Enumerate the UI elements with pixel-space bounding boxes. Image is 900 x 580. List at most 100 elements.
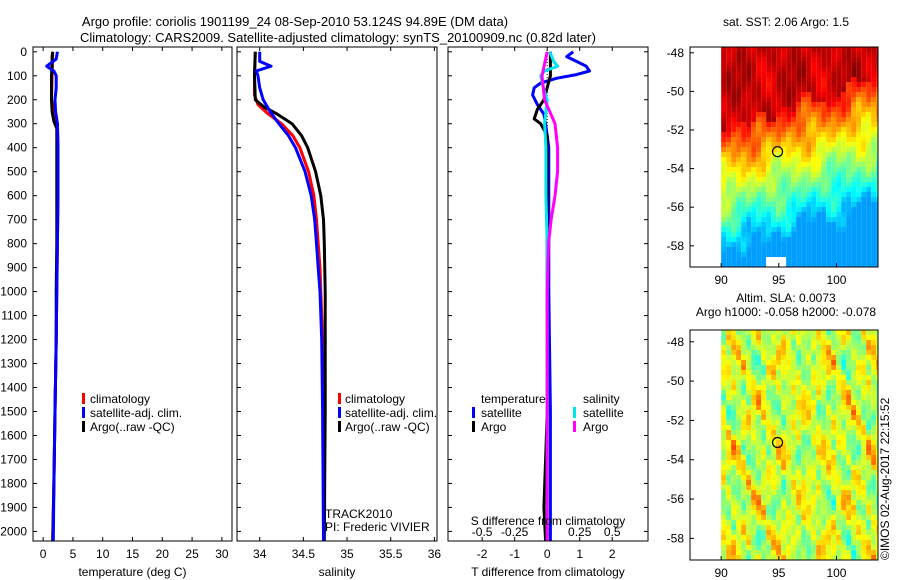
map-cell <box>816 510 822 515</box>
map-cell <box>766 107 772 112</box>
map-cell <box>836 252 842 257</box>
map-cell <box>806 137 812 142</box>
map-cell <box>836 455 842 460</box>
map-cell <box>856 385 862 390</box>
map-cell <box>826 455 832 460</box>
map-cell <box>876 92 878 97</box>
map-cell <box>731 137 737 142</box>
map-cell <box>836 132 842 137</box>
y-tick-label: 400 <box>7 141 27 155</box>
map-cell <box>756 495 762 500</box>
map-cell <box>761 67 767 72</box>
map-cell <box>871 107 877 112</box>
map-cell <box>806 212 812 217</box>
map-cell <box>761 252 767 257</box>
map-cell <box>776 430 782 435</box>
map-cell <box>846 137 852 142</box>
map-cell <box>771 247 777 252</box>
map-cell <box>816 460 822 465</box>
map-cell <box>841 157 847 162</box>
map-cell <box>821 212 827 217</box>
map-cell <box>826 207 832 212</box>
map-cell <box>811 122 817 127</box>
map-cell <box>746 157 752 162</box>
map-cell <box>721 365 727 370</box>
map-cell <box>801 112 807 117</box>
map-cell <box>831 410 837 415</box>
map-cell <box>851 465 857 470</box>
map-cell <box>731 162 737 167</box>
map-cell <box>826 445 832 450</box>
map-cell <box>826 157 832 162</box>
map-cell <box>856 67 862 72</box>
map-cell <box>771 510 777 515</box>
map-cell <box>731 375 737 380</box>
legend-title-salinity: salinity <box>583 392 620 406</box>
map-cell <box>831 455 837 460</box>
map-cell <box>736 450 742 455</box>
map-cell <box>866 445 872 450</box>
map-cell <box>746 460 752 465</box>
map-cell <box>771 360 777 365</box>
map-cell <box>791 540 797 545</box>
map-cell <box>856 172 862 177</box>
map-cell <box>766 345 772 350</box>
map-cell <box>811 470 817 475</box>
map-cell <box>876 530 878 535</box>
map-cell <box>861 445 867 450</box>
map-cell <box>876 72 878 77</box>
map-cell <box>731 142 737 147</box>
map-cell <box>736 212 742 217</box>
map-cell <box>821 460 827 465</box>
map-cell <box>721 360 727 365</box>
map-cell <box>866 52 872 57</box>
map-cell <box>816 410 822 415</box>
map-cell <box>771 87 777 92</box>
map-cell <box>841 460 847 465</box>
map-cell <box>761 360 767 365</box>
map-cell <box>791 425 797 430</box>
map-cell <box>831 335 837 340</box>
map-cell <box>851 222 857 227</box>
map-cell <box>721 540 727 545</box>
map-cell <box>871 167 877 172</box>
map-cell <box>756 117 762 122</box>
map-cell <box>806 475 812 480</box>
map-cell <box>751 192 757 197</box>
map-cell <box>756 455 762 460</box>
map-cell <box>846 147 852 152</box>
map-cell <box>751 137 757 142</box>
map-cell <box>771 117 777 122</box>
map-cell <box>781 197 787 202</box>
map-cell <box>726 520 732 525</box>
map-cell <box>811 370 817 375</box>
map-cell <box>796 82 802 87</box>
map-cell <box>836 430 842 435</box>
map-cell <box>746 420 752 425</box>
map-cell <box>831 97 837 102</box>
map-cell <box>741 232 747 237</box>
map-cell <box>791 405 797 410</box>
map-cell <box>856 147 862 152</box>
map-cell <box>741 127 747 132</box>
map-cell <box>741 157 747 162</box>
map-cell <box>746 197 752 202</box>
map-cell <box>821 262 827 267</box>
map-cell <box>736 52 742 57</box>
map-cell <box>766 455 772 460</box>
sst-map-title: sat. SST: 2.06 Argo: 1.5 <box>723 15 849 29</box>
map-cell <box>851 525 857 530</box>
map-cell <box>776 242 782 247</box>
map-cell <box>876 410 878 415</box>
map-cell <box>776 57 782 62</box>
s-axis-label: S difference from climatology <box>471 514 626 528</box>
map-cell <box>756 415 762 420</box>
map-cell <box>736 162 742 167</box>
map-cell <box>831 162 837 167</box>
map-cell <box>751 47 757 52</box>
map-cell <box>721 132 727 137</box>
map-cell <box>751 470 757 475</box>
map-cell <box>826 132 832 137</box>
map-cell <box>841 550 847 555</box>
